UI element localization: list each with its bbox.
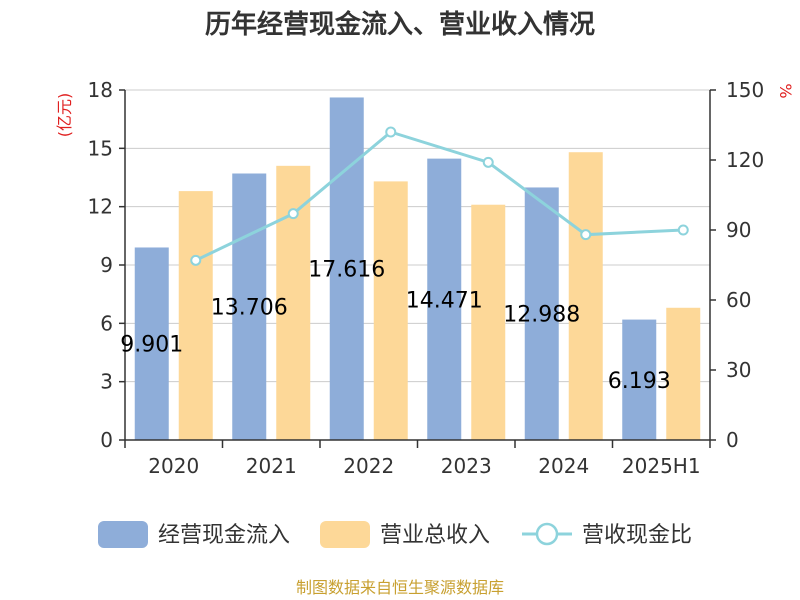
ratio-point xyxy=(190,254,202,266)
data-labels: 9.901 13.706 17.616 14.471 12.988 6.193 xyxy=(120,258,670,394)
left-tick-label: 15 xyxy=(88,136,113,160)
left-axis-unit: (亿元) xyxy=(55,93,74,138)
bar-inflow xyxy=(232,173,267,440)
ratio-series-line xyxy=(195,130,684,262)
inflow-data-label: 17.616 xyxy=(308,258,385,283)
right-axis-unit: % xyxy=(776,83,795,98)
left-tick-label: 0 xyxy=(100,428,113,452)
left-tick-label: 12 xyxy=(88,195,113,219)
inflow-data-label: 14.471 xyxy=(406,288,483,313)
x-tick-label: 2020 xyxy=(148,454,199,478)
inflow-data-label: 6.193 xyxy=(608,369,671,394)
axes: 0 3 6 9 12 15 18 0 30 60 90 120 150 2020 2021 2022 2023 2… xyxy=(88,78,765,478)
grid-lines xyxy=(125,89,710,383)
right-tick-label: 30 xyxy=(726,358,751,382)
x-tick-label: 2025H1 xyxy=(622,454,701,478)
legend-revenue-label: 营业总收入 xyxy=(380,523,490,548)
left-tick-label: 9 xyxy=(100,253,113,277)
bar-revenue xyxy=(471,204,506,440)
ratio-point xyxy=(482,156,494,168)
chart-title: 历年经营现金流入、营业收入情况 xyxy=(205,9,595,40)
legend-inflow-swatch xyxy=(98,521,148,548)
right-tick-label: 90 xyxy=(726,218,751,242)
right-tick-label: 0 xyxy=(726,428,739,452)
bar-inflow xyxy=(427,158,462,440)
bar-revenue xyxy=(568,152,603,440)
bar-inflow xyxy=(622,319,657,440)
ratio-point xyxy=(287,208,299,220)
left-tick-label: 3 xyxy=(100,370,113,394)
x-tick-label: 2022 xyxy=(343,454,394,478)
legend-revenue-swatch xyxy=(320,521,370,548)
bar-inflow xyxy=(524,187,559,440)
x-tick-label: 2021 xyxy=(246,454,297,478)
right-tick-label: 60 xyxy=(726,288,751,312)
bar-inflow xyxy=(329,97,364,440)
source-note: 制图数据来自恒生聚源数据库 xyxy=(296,578,504,597)
left-tick-label: 18 xyxy=(88,78,113,102)
inflow-data-label: 12.988 xyxy=(503,303,580,328)
ratio-point xyxy=(385,126,397,138)
bar-revenue xyxy=(666,307,701,440)
inflow-data-label: 9.901 xyxy=(120,333,183,358)
ratio-point xyxy=(580,229,592,241)
ratio-point xyxy=(677,224,689,236)
bar-revenue xyxy=(373,181,408,440)
bars xyxy=(134,97,701,441)
legend-ratio-marker xyxy=(535,522,559,546)
bar-revenue xyxy=(178,191,213,440)
ratio-line xyxy=(190,126,689,266)
x-tick-label: 2023 xyxy=(441,454,492,478)
inflow-data-label: 13.706 xyxy=(211,296,288,321)
left-tick-label: 6 xyxy=(100,311,113,335)
right-tick-label: 120 xyxy=(726,148,764,172)
bar-inflow xyxy=(134,247,169,440)
legend-ratio-label: 营收现金比 xyxy=(582,523,692,548)
legend: 经营现金流入 营业总收入 营收现金比 xyxy=(98,521,692,548)
legend-inflow-label: 经营现金流入 xyxy=(158,523,290,548)
x-tick-label: 2024 xyxy=(538,454,589,478)
right-tick-label: 150 xyxy=(726,78,764,102)
